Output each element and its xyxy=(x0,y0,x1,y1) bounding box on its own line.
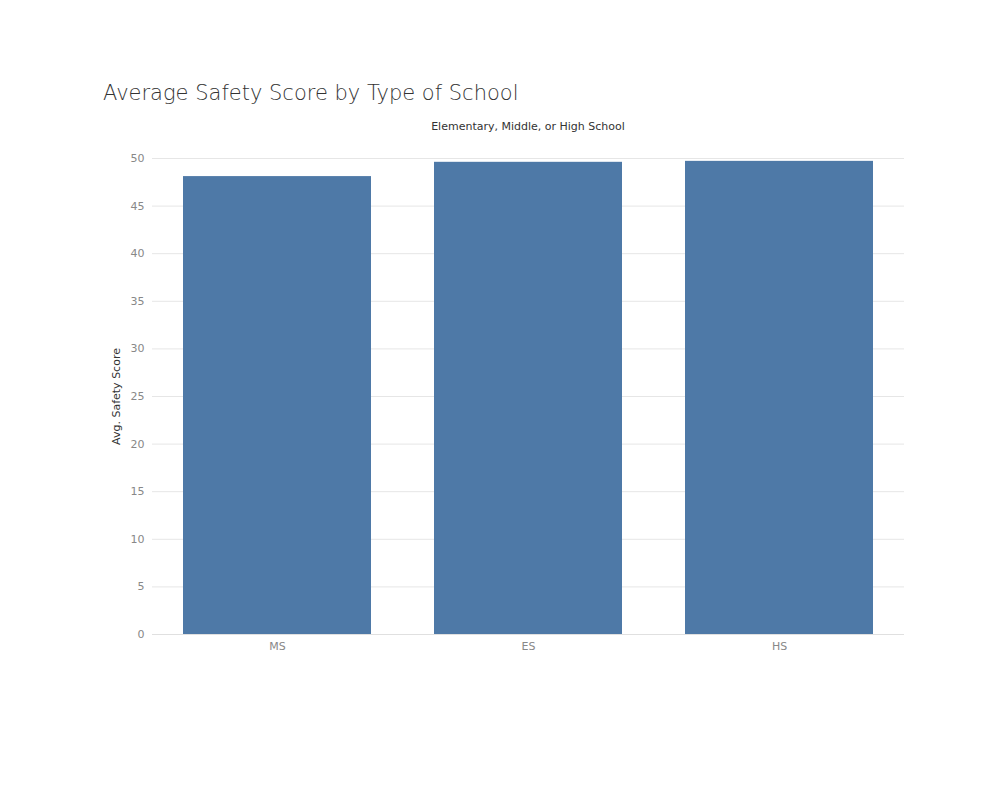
svg-text:25: 25 xyxy=(131,390,145,403)
svg-text:40: 40 xyxy=(131,247,145,260)
svg-text:10: 10 xyxy=(131,533,145,546)
svg-text:Avg. Safety Score: Avg. Safety Score xyxy=(110,348,123,445)
html-text:Average Safety Score by Type o: Average Safety Score by Type of School xyxy=(103,81,519,105)
svg-text:35: 35 xyxy=(131,295,145,308)
svg-text:30: 30 xyxy=(131,342,145,355)
svg-text:0: 0 xyxy=(138,628,145,641)
svg-text:20: 20 xyxy=(131,438,145,451)
svg-text:15: 15 xyxy=(131,485,145,498)
svg-text:HS: HS xyxy=(772,640,787,653)
html-text:Elementary, Middle, or High Sc: Elementary, Middle, or High School xyxy=(431,120,625,133)
svg-text:50: 50 xyxy=(131,152,145,165)
svg-text:ES: ES xyxy=(522,640,536,653)
svg-text:45: 45 xyxy=(131,200,145,213)
svg-text:5: 5 xyxy=(138,580,145,593)
svg-text:MS: MS xyxy=(269,640,285,653)
